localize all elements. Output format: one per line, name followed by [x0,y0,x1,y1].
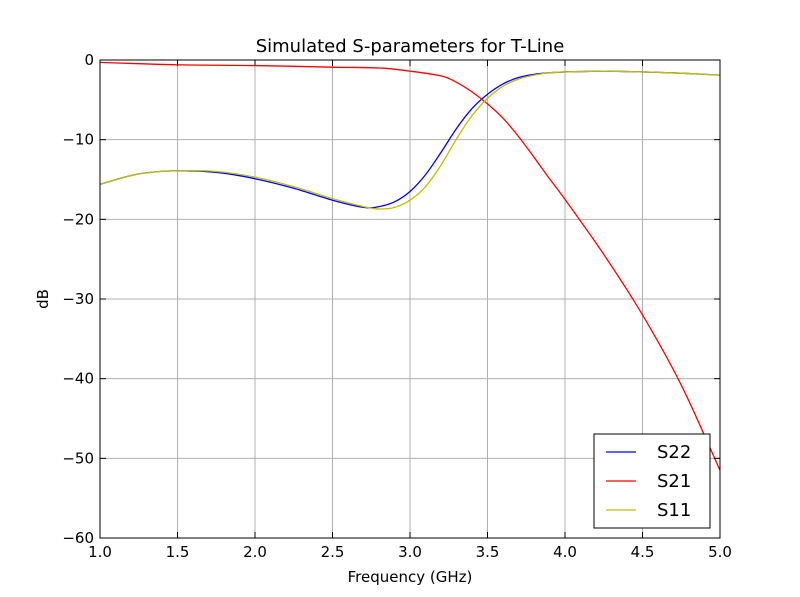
y-tick-label: −50 [62,449,94,467]
y-tick-label: −20 [62,210,94,228]
x-tick-label: 2.5 [321,543,345,561]
x-tick-label: 1.0 [88,543,112,561]
chart-title: Simulated S-parameters for T-Line [256,36,565,57]
legend-label-s21: S21 [657,471,691,492]
y-tick-label: −30 [62,290,94,308]
y-tick-label: 0 [84,51,94,69]
y-tick-label: −10 [62,131,94,149]
y-tick-label: −60 [62,529,94,547]
series-line-s21 [100,61,720,471]
legend-label-s11: S11 [657,500,691,521]
x-tick-label: 4.5 [631,543,655,561]
x-tick-label: 3.5 [476,543,500,561]
y-axis-label: dB [34,289,52,309]
x-tick-label: 1.5 [166,543,190,561]
legend: S22 S21 S11 [593,433,711,529]
x-tick-label: 5.0 [708,543,732,561]
ticks: 1.0 1.5 2.0 2.5 3.0 3.5 4.0 4.5 5.0 0 −10 −20 −30 −40… [62,51,732,561]
x-axis-label: Frequency (GHz) [348,568,473,586]
x-tick-label: 4.0 [553,543,577,561]
x-tick-label: 3.0 [398,543,422,561]
legend-label-s22: S22 [657,442,691,463]
plot-lines [100,61,720,471]
series-line-s11 [100,70,720,210]
y-tick-label: −40 [62,370,94,388]
x-tick-label: 2.0 [243,543,267,561]
